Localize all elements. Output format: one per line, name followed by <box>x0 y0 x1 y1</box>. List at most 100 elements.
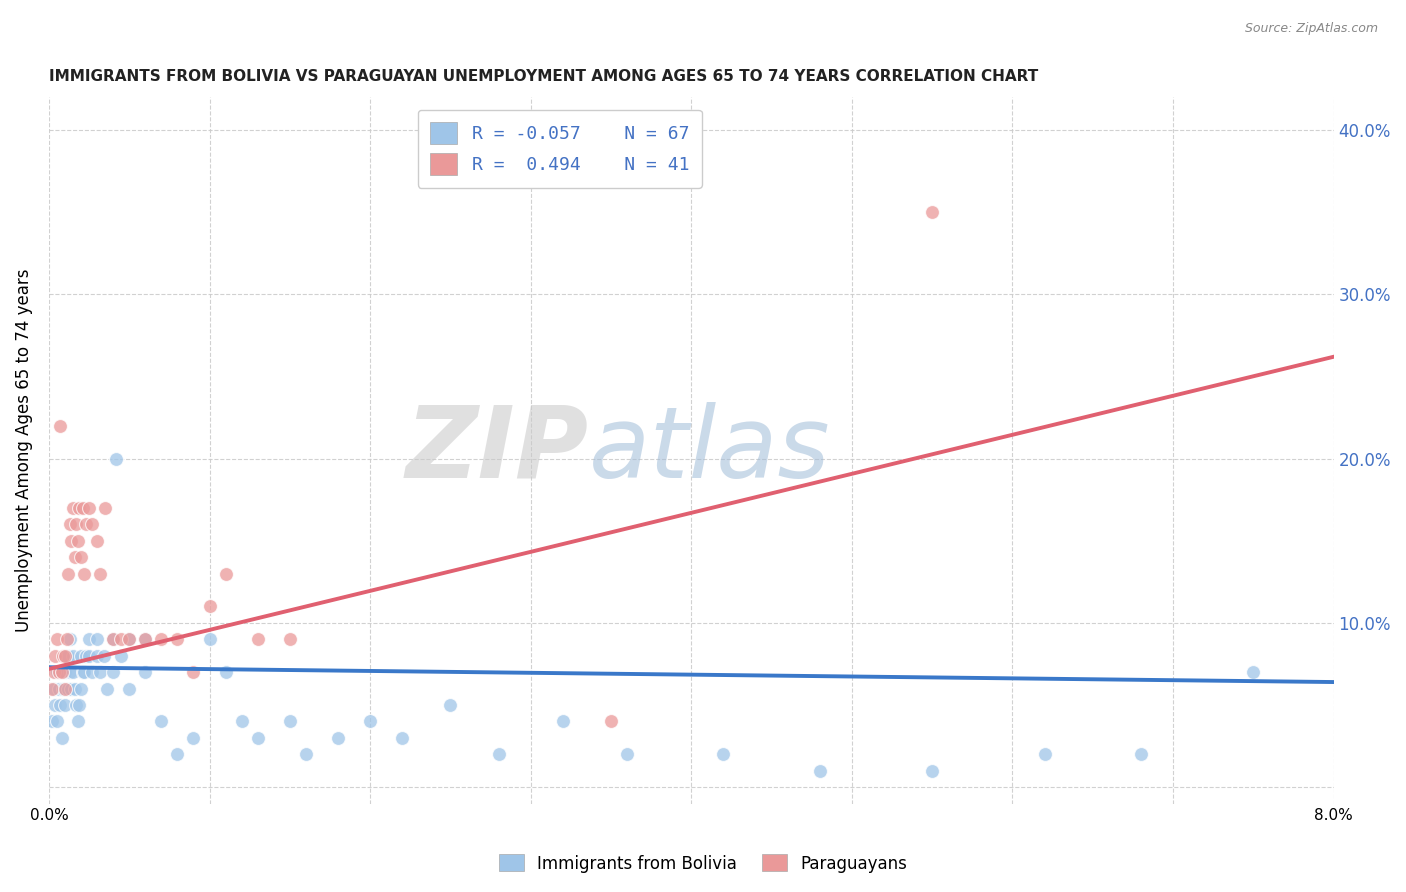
Point <box>488 747 510 762</box>
Text: ZIP: ZIP <box>405 402 589 499</box>
Point <box>66 714 89 729</box>
Point <box>70 550 93 565</box>
Point <box>214 665 236 680</box>
Point <box>82 665 104 680</box>
Point <box>150 632 173 647</box>
Point <box>41 714 63 729</box>
Point <box>75 648 97 663</box>
Point <box>808 764 831 778</box>
Point <box>295 747 318 762</box>
Point <box>600 714 623 729</box>
Point <box>70 648 93 663</box>
Point <box>58 566 80 581</box>
Point <box>49 418 72 433</box>
Point <box>134 665 156 680</box>
Point <box>391 731 413 745</box>
Point <box>46 714 69 729</box>
Point <box>96 681 118 696</box>
Text: atlas: atlas <box>589 402 830 499</box>
Point <box>118 681 141 696</box>
Point <box>921 764 943 778</box>
Point <box>278 632 301 647</box>
Point <box>60 533 83 548</box>
Text: Source: ZipAtlas.com: Source: ZipAtlas.com <box>1244 22 1378 36</box>
Point <box>48 681 70 696</box>
Point <box>86 533 108 548</box>
Point <box>166 747 188 762</box>
Point <box>46 665 69 680</box>
Point <box>134 632 156 647</box>
Point <box>66 533 89 548</box>
Point <box>183 731 205 745</box>
Point <box>52 681 75 696</box>
Point <box>77 632 100 647</box>
Point <box>53 681 76 696</box>
Point <box>214 566 236 581</box>
Point <box>72 665 94 680</box>
Point <box>51 731 73 745</box>
Point <box>53 648 76 663</box>
Point <box>62 648 84 663</box>
Point <box>73 665 96 680</box>
Point <box>86 632 108 647</box>
Point <box>70 681 93 696</box>
Point <box>198 599 221 614</box>
Point <box>713 747 735 762</box>
Point <box>1129 747 1152 762</box>
Point <box>59 665 82 680</box>
Point <box>73 566 96 581</box>
Point <box>118 632 141 647</box>
Point <box>69 500 91 515</box>
Point <box>103 665 125 680</box>
Point <box>551 714 574 729</box>
Point <box>231 714 253 729</box>
Point <box>82 517 104 532</box>
Point <box>359 714 381 729</box>
Point <box>921 205 943 219</box>
Point <box>616 747 638 762</box>
Point <box>65 517 87 532</box>
Point <box>103 632 125 647</box>
Point <box>1033 747 1056 762</box>
Legend: R = -0.057    N = 67, R =  0.494    N = 41: R = -0.057 N = 67, R = 0.494 N = 41 <box>418 110 702 188</box>
Point <box>59 517 82 532</box>
Point <box>62 665 84 680</box>
Point <box>41 681 63 696</box>
Point <box>42 665 65 680</box>
Point <box>89 665 111 680</box>
Point <box>46 632 69 647</box>
Point <box>86 648 108 663</box>
Point <box>44 698 66 712</box>
Point <box>75 517 97 532</box>
Point <box>278 714 301 729</box>
Point <box>58 681 80 696</box>
Legend: Immigrants from Bolivia, Paraguayans: Immigrants from Bolivia, Paraguayans <box>492 847 914 880</box>
Point <box>62 500 84 515</box>
Point <box>60 681 83 696</box>
Point <box>72 500 94 515</box>
Point <box>89 566 111 581</box>
Point <box>198 632 221 647</box>
Point <box>59 632 82 647</box>
Point <box>53 648 76 663</box>
Point <box>439 698 461 712</box>
Point <box>65 698 87 712</box>
Point <box>103 632 125 647</box>
Point <box>48 665 70 680</box>
Point <box>110 648 132 663</box>
Point <box>77 500 100 515</box>
Y-axis label: Unemployment Among Ages 65 to 74 years: Unemployment Among Ages 65 to 74 years <box>15 268 32 632</box>
Point <box>1241 665 1264 680</box>
Point <box>246 632 269 647</box>
Point <box>52 648 75 663</box>
Point <box>77 648 100 663</box>
Point <box>55 632 77 647</box>
Point <box>183 665 205 680</box>
Point <box>93 648 115 663</box>
Point <box>63 681 86 696</box>
Point <box>150 714 173 729</box>
Point <box>118 632 141 647</box>
Point <box>49 698 72 712</box>
Point <box>326 731 349 745</box>
Point <box>63 550 86 565</box>
